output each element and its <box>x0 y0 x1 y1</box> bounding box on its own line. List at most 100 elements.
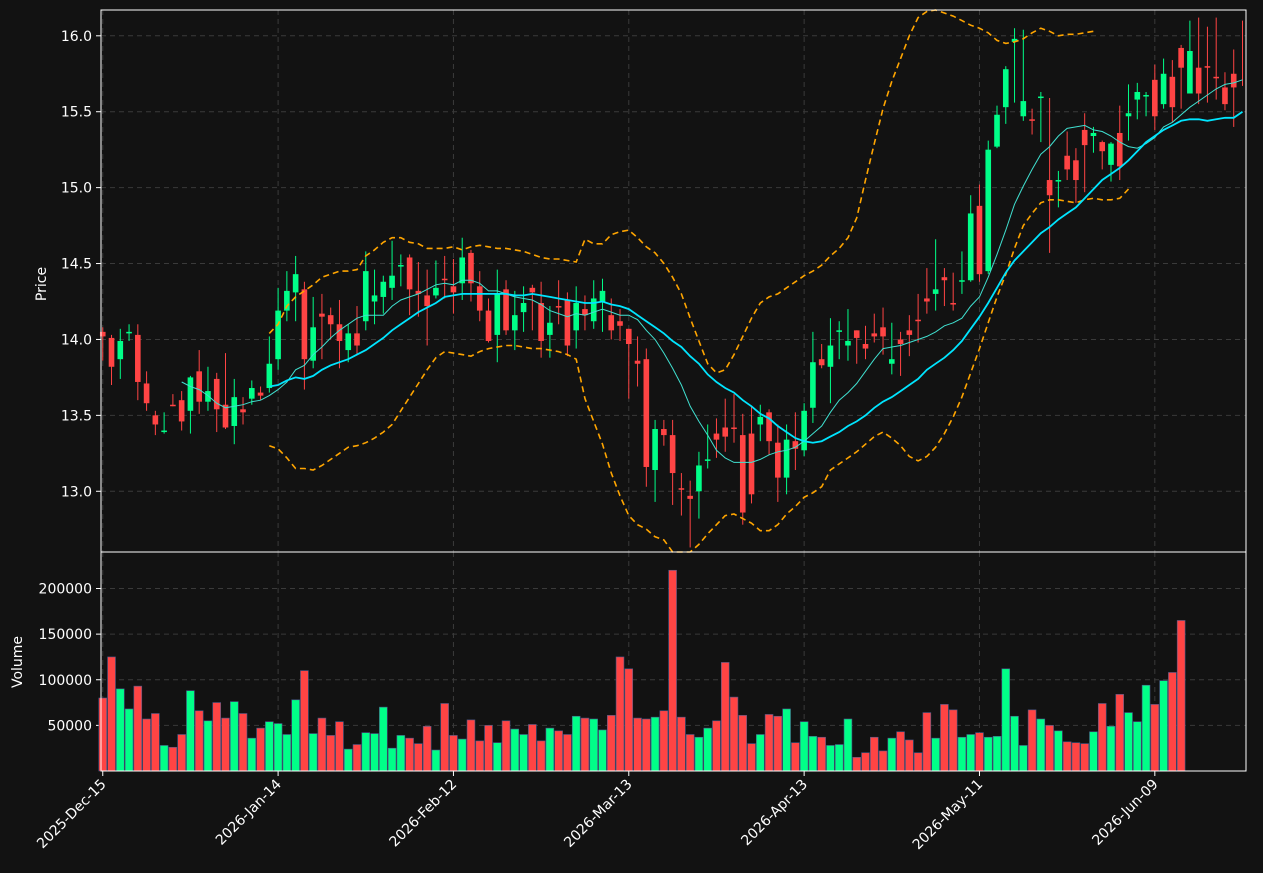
candle-body <box>766 412 772 442</box>
candle-body <box>757 416 764 425</box>
candle-body <box>336 324 343 341</box>
volume-axis-label: Volume <box>10 636 26 688</box>
volume-bar <box>230 701 239 772</box>
candle-body <box>178 400 185 422</box>
volume-bar <box>1089 731 1098 772</box>
candle-body <box>406 257 413 290</box>
volume-bar <box>589 718 598 772</box>
volume-bar <box>852 757 861 772</box>
candle-body <box>196 371 202 402</box>
candle-body <box>888 359 895 364</box>
candle-body <box>459 257 466 284</box>
candle-body <box>678 488 685 490</box>
candle-body <box>354 333 360 346</box>
volume-bar <box>563 734 572 772</box>
candle-body <box>880 327 886 337</box>
volume-bar <box>633 717 642 772</box>
volume-bar <box>519 734 528 772</box>
volume-bar <box>98 697 107 772</box>
candle-body <box>266 363 273 389</box>
candle-body <box>547 322 553 335</box>
volume-bar <box>931 737 940 772</box>
price-tick-label: 13.0 <box>61 484 92 500</box>
candle-body <box>327 315 334 325</box>
candle-body <box>862 344 869 349</box>
volume-bar <box>247 737 257 772</box>
candle-body <box>634 360 641 364</box>
candle-body <box>1125 113 1132 117</box>
price-tick-label: 13.5 <box>61 408 92 424</box>
candle-body <box>827 345 834 367</box>
volume-bar <box>133 685 143 772</box>
volume-bar <box>1054 730 1063 772</box>
candle-body <box>1169 76 1176 108</box>
candle-body <box>853 330 860 338</box>
volume-bar <box>493 742 502 772</box>
volume-bar <box>747 743 756 772</box>
candle-body <box>1222 87 1228 105</box>
candle-body <box>99 331 106 337</box>
volume-bar <box>1001 668 1011 772</box>
volume-bar <box>370 733 379 772</box>
volume-bar <box>1036 718 1046 772</box>
candle-body <box>257 392 264 396</box>
candle-body <box>652 429 658 471</box>
volume-bar <box>773 715 783 772</box>
candle-body <box>503 289 509 331</box>
candle-body <box>1213 76 1219 79</box>
candle-body <box>310 327 316 361</box>
candle-body <box>818 359 825 366</box>
candle-body <box>748 433 755 495</box>
volume-bar <box>545 727 555 772</box>
volume-bar <box>940 704 949 772</box>
volume-bar <box>922 712 932 772</box>
candle-body <box>590 298 597 322</box>
volume-bar <box>1115 694 1124 772</box>
candle-body <box>1099 142 1106 152</box>
volume-bar <box>300 670 309 772</box>
volume-bar <box>948 709 958 772</box>
volume-bar <box>107 656 116 772</box>
volume-bar <box>677 716 686 772</box>
candle-body <box>292 274 299 293</box>
volume-bar <box>291 699 300 772</box>
candle-body <box>108 337 115 367</box>
candle-body <box>669 435 676 474</box>
candle-body <box>871 333 878 337</box>
candle-body <box>959 280 965 282</box>
candle-body <box>117 340 124 360</box>
candle-body <box>792 441 799 449</box>
volume-bar <box>729 696 739 772</box>
candle-body <box>924 298 930 302</box>
candle-body <box>205 391 211 402</box>
candle-body <box>643 359 650 467</box>
candle-body <box>485 310 492 341</box>
candle-body <box>1204 66 1211 68</box>
candle-body <box>319 313 325 317</box>
volume-bar <box>431 749 441 772</box>
candle-body <box>441 278 448 281</box>
volume-bar <box>282 734 292 772</box>
candle-body <box>380 281 387 297</box>
volume-bar <box>1097 703 1107 772</box>
candle-body <box>555 306 562 308</box>
volume-tick-label: 50000 <box>47 718 92 734</box>
volume-bar <box>1027 709 1037 772</box>
volume-bar <box>396 735 406 772</box>
candle-body <box>468 252 474 284</box>
volume-bar <box>905 739 914 772</box>
candle-body <box>906 330 913 335</box>
volume-bar <box>554 730 563 772</box>
candle-body <box>494 293 501 335</box>
volume-bar <box>650 716 660 772</box>
volume-bar <box>1124 712 1133 772</box>
volume-bar <box>510 728 520 772</box>
volume-bar <box>782 708 791 772</box>
volume-bar <box>834 744 844 772</box>
volume-bar <box>265 721 274 772</box>
candle-body <box>976 205 983 275</box>
candle-body <box>994 114 1000 147</box>
volume-bar <box>1045 725 1054 772</box>
price-tick-label: 14.0 <box>61 332 92 348</box>
volume-bar <box>861 752 870 772</box>
